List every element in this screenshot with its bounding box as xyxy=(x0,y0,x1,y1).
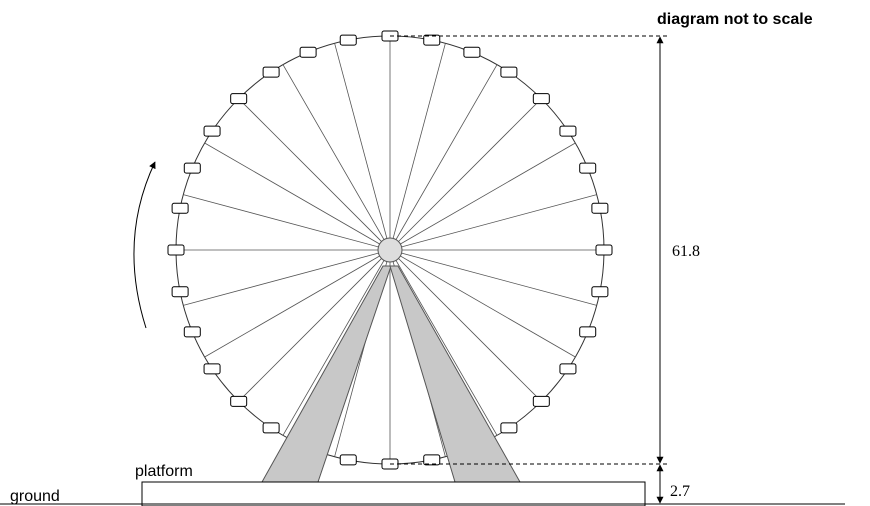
spoke xyxy=(183,249,391,306)
platform-height-label: 2.7 xyxy=(670,483,690,500)
cabin xyxy=(203,363,221,375)
spoke xyxy=(238,249,391,402)
cabin xyxy=(423,34,441,46)
cabin xyxy=(591,286,609,298)
cabin xyxy=(171,202,189,214)
cabin xyxy=(171,286,189,298)
spoke xyxy=(204,142,391,251)
spoke xyxy=(389,194,597,251)
platform-label: platform xyxy=(135,463,193,480)
spoke xyxy=(389,142,576,251)
rotation-arrow xyxy=(133,161,156,329)
cabin xyxy=(500,66,518,78)
cabin xyxy=(339,34,357,46)
cabin xyxy=(463,46,481,58)
cabin xyxy=(532,93,550,105)
cabin xyxy=(262,422,280,434)
spoke xyxy=(389,98,542,251)
cabin xyxy=(532,395,550,407)
cabin xyxy=(595,244,613,256)
cabin xyxy=(591,202,609,214)
cabin xyxy=(299,46,317,58)
right-leg xyxy=(389,265,521,483)
cabin xyxy=(230,93,248,105)
spoke xyxy=(334,43,391,251)
cabin xyxy=(230,395,248,407)
cabin xyxy=(183,162,201,174)
spoke xyxy=(282,249,391,436)
hub xyxy=(377,237,403,263)
cabin xyxy=(559,363,577,375)
left-leg xyxy=(261,265,392,483)
cabin xyxy=(559,125,577,137)
cabin xyxy=(423,454,441,466)
spoke xyxy=(389,249,576,358)
height-label: 61.8 xyxy=(672,243,700,260)
spoke xyxy=(389,64,498,251)
spoke xyxy=(238,98,391,251)
spoke xyxy=(389,249,597,306)
cabin xyxy=(262,66,280,78)
platform xyxy=(141,481,646,506)
cabin xyxy=(579,162,597,174)
spoke xyxy=(282,64,391,251)
spoke xyxy=(389,249,498,436)
ground-label: ground xyxy=(10,488,60,505)
note-title: diagram not to scale xyxy=(657,11,813,28)
cabin xyxy=(339,454,357,466)
cabin xyxy=(167,244,185,256)
cabin xyxy=(203,125,221,137)
cabin xyxy=(579,326,597,338)
spoke xyxy=(389,249,542,402)
spoke xyxy=(389,43,446,251)
spoke xyxy=(204,249,391,358)
cabin xyxy=(500,422,518,434)
spoke xyxy=(183,194,391,251)
cabin xyxy=(183,326,201,338)
